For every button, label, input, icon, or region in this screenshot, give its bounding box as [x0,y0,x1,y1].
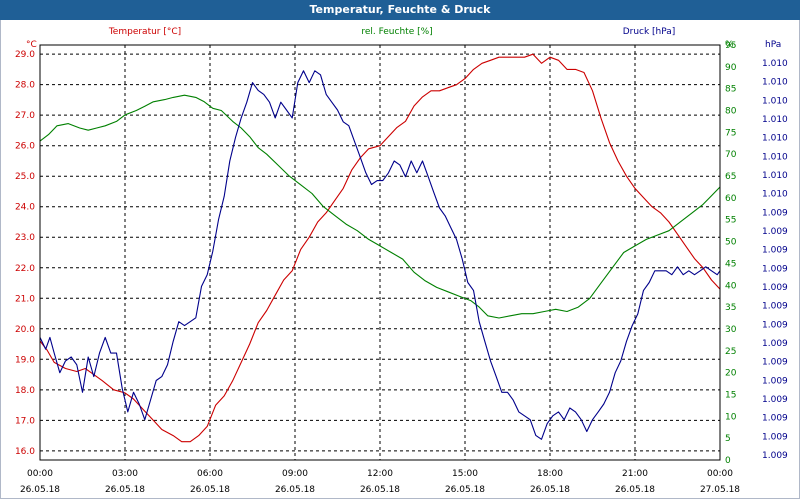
humidity-tick-label: 55 [725,216,736,226]
x-tick-time: 06:00 [197,469,223,479]
humidity-tick-label: 10 [725,412,737,422]
humidity-tick-label: 90 [725,63,737,73]
temp-tick-label: 21.0 [15,294,35,304]
x-tick-date: 26.05.18 [20,485,60,495]
x-tick-date: 26.05.18 [360,485,400,495]
pressure-tick-label: 1.009 [762,451,788,461]
humidity-tick-label: 75 [725,128,736,138]
x-tick-time: 12:00 [367,469,393,479]
x-tick-time: 03:00 [112,469,138,479]
temp-tick-label: 27.0 [15,111,35,121]
x-tick-time: 15:00 [452,469,478,479]
grid-lines [40,45,720,460]
humidity-tick-label: 20 [725,369,737,379]
temp-tick-label: 19.0 [15,355,35,365]
pressure-tick-label: 1.009 [762,395,788,405]
pressure-tick-label: 1.009 [762,358,788,368]
temp-tick-label: 18.0 [15,386,35,396]
humidity-tick-label: 35 [725,303,736,313]
pressure-tick-label: 1.010 [762,134,788,144]
temp-tick-label: 16.0 [15,447,35,457]
humidity-tick-label: 0 [725,456,731,466]
pressure-unit-label: hPa [765,40,781,50]
humidity-tick-label: 60 [725,194,737,204]
temp-tick-label: 28.0 [15,81,35,91]
pressure-tick-label: 1.009 [762,283,788,293]
pressure-tick-label: 1.010 [762,78,788,88]
humidity-tick-label: 95 [725,41,736,51]
pressure-tick-label: 1.010 [762,115,788,125]
pressure-tick-label: 1.009 [762,339,788,349]
x-tick-time: 21:00 [622,469,648,479]
temp-tick-label: 25.0 [15,172,35,182]
humidity-tick-label: 5 [725,434,731,444]
x-tick-time: 09:00 [282,469,308,479]
series-layer [39,53,721,443]
x-tick-date: 26.05.18 [275,485,315,495]
temp-tick-label: 17.0 [15,416,35,426]
pressure-tick-label: 1.010 [762,96,788,106]
x-tick-date: 26.05.18 [190,485,230,495]
temp-tick-label: 26.0 [15,142,35,152]
plot-border [39,44,721,461]
pressure-tick-label: 1.010 [762,171,788,181]
pressure-tick-label: 1.009 [762,302,788,312]
temp-tick-label: 29.0 [15,50,35,60]
humidity-tick-label: 25 [725,347,736,357]
pressure-axis-title: Druck [hPa] [623,27,676,37]
humidity-unit-label: % [725,40,734,50]
pressure-tick-label: 1.009 [762,208,788,218]
chart-title: Temperatur, Feuchte & Druck [0,0,800,20]
humidity-tick-label: 45 [725,259,736,269]
pressure-tick-label: 1.009 [762,227,788,237]
temp-tick-label: 24.0 [15,203,35,213]
humidity-tick-label: 50 [725,238,737,248]
pressure-tick-label: 1.010 [762,152,788,162]
pressure-tick-label: 1.010 [762,190,788,200]
pressure-tick-label: 1.010 [762,59,788,69]
x-tick-time: 00:00 [27,469,53,479]
temp-tick-label: 20.0 [15,325,35,335]
pressure-tick-label: 1.009 [762,414,788,424]
x-tick-date: 27.05.18 [700,485,740,495]
series-line-humidity [39,94,721,319]
x-tick-date: 26.05.18 [105,485,145,495]
humidity-tick-label: 80 [725,107,737,117]
humidity-tick-label: 70 [725,150,737,160]
humidity-axis-title: rel. Feuchte [%] [361,27,432,37]
humidity-tick-label: 40 [725,281,737,291]
humidity-tick-label: 30 [725,325,737,335]
axes-layer: 00:00 26.05.18 03:00 26.05.18 06:00 26.05.18 0… [15,27,788,495]
humidity-tick-label: 15 [725,390,736,400]
x-tick-date: 26.05.18 [445,485,485,495]
x-tick-time: 00:00 [707,469,733,479]
temp-axis-title: Temperatur [°C] [108,27,181,37]
pressure-tick-label: 1.009 [762,320,788,330]
temp-tick-label: 23.0 [15,233,35,243]
x-tick-date: 26.05.18 [530,485,570,495]
pressure-tick-label: 1.009 [762,264,788,274]
x-tick-date: 26.05.18 [615,485,655,495]
temp-tick-label: 22.0 [15,264,35,274]
humidity-tick-label: 85 [725,85,736,95]
pressure-tick-label: 1.009 [762,432,788,442]
series-line-pressure [39,70,721,440]
series-line-temperature [39,53,721,443]
humidity-tick-label: 65 [725,172,736,182]
x-tick-time: 18:00 [537,469,563,479]
pressure-tick-label: 1.009 [762,246,788,256]
temp-unit-label: °C [26,40,37,50]
pressure-tick-label: 1.009 [762,376,788,386]
